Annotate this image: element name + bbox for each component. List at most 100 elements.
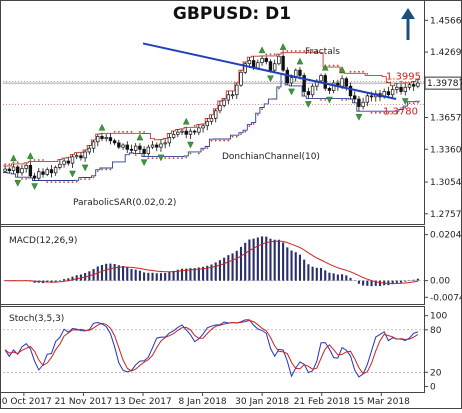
candle-body bbox=[79, 155, 83, 159]
sar-dot bbox=[96, 170, 99, 173]
main-series-group bbox=[3, 42, 424, 190]
sar-dot bbox=[240, 133, 242, 136]
candle-body bbox=[272, 63, 277, 71]
sar-dot bbox=[349, 70, 352, 73]
sar-dot bbox=[336, 64, 339, 67]
candle-body bbox=[155, 144, 159, 148]
candle-body bbox=[277, 55, 281, 65]
fractal-down-marker bbox=[305, 101, 312, 108]
candle-body bbox=[205, 121, 209, 127]
candle-body bbox=[112, 140, 117, 144]
macd-bar bbox=[67, 278, 70, 281]
sar-dot bbox=[328, 64, 331, 67]
macd-bar bbox=[126, 267, 129, 281]
sar-dot bbox=[412, 102, 415, 105]
up-arrow-icon bbox=[401, 8, 415, 40]
fractal-down-marker bbox=[81, 164, 89, 172]
candle-body bbox=[222, 99, 226, 106]
macd-bar bbox=[265, 236, 268, 281]
macd-bar bbox=[189, 268, 192, 281]
sar-dot bbox=[84, 178, 87, 181]
candle-body bbox=[281, 55, 285, 71]
macd-bar bbox=[286, 247, 289, 281]
fractal-up-marker bbox=[279, 43, 287, 50]
macd-y-tick-label: 0.02044 bbox=[430, 231, 462, 241]
macd-bar bbox=[387, 280, 390, 286]
macd-bar bbox=[180, 268, 184, 281]
sar-dot bbox=[374, 111, 377, 114]
candle-body bbox=[150, 144, 155, 148]
sar-dot bbox=[391, 111, 394, 114]
macd-bar bbox=[105, 263, 108, 281]
candle-body bbox=[100, 136, 104, 139]
sar-dot bbox=[63, 181, 65, 184]
macd-bar bbox=[328, 272, 331, 281]
macd-bar bbox=[168, 272, 171, 281]
sar-dot bbox=[244, 130, 247, 133]
sar-dot bbox=[151, 157, 154, 160]
sar-dot bbox=[181, 157, 183, 160]
sar-dot bbox=[277, 87, 280, 90]
candle-body bbox=[121, 144, 125, 148]
sar-dot bbox=[46, 181, 49, 184]
macd-signal-line bbox=[5, 240, 418, 285]
macd-bar bbox=[412, 279, 415, 281]
sar-dot bbox=[16, 161, 19, 164]
sar-dot bbox=[416, 101, 419, 104]
sar-dot bbox=[362, 70, 365, 73]
sar-dot bbox=[105, 168, 108, 171]
macd-bar bbox=[218, 260, 221, 281]
candle-body bbox=[28, 164, 33, 177]
sar-dot bbox=[219, 139, 221, 142]
macd-bar bbox=[134, 269, 137, 281]
candle-body bbox=[138, 145, 142, 150]
candle-body bbox=[302, 75, 306, 92]
stoch-title: Stoch(3,5,3) bbox=[9, 314, 64, 324]
candle-body bbox=[142, 148, 146, 154]
candle-body bbox=[319, 75, 323, 82]
candle-body bbox=[411, 84, 416, 87]
candle-body bbox=[201, 125, 205, 129]
candle-body bbox=[268, 61, 273, 71]
stoch-y-tick-label: 0 bbox=[430, 382, 436, 392]
candle-body bbox=[62, 160, 66, 165]
macd-bar bbox=[185, 268, 188, 281]
macd-bar bbox=[248, 239, 251, 281]
candle-body bbox=[58, 163, 62, 168]
fractal-down-marker bbox=[157, 154, 165, 162]
donchian-label: DonchianChannel(10) bbox=[222, 152, 320, 162]
macd-bar bbox=[172, 270, 175, 281]
candle-body bbox=[32, 175, 37, 179]
macd-bar bbox=[130, 269, 133, 281]
candle-body bbox=[104, 137, 108, 139]
candle-body bbox=[214, 110, 218, 119]
sar-dot bbox=[252, 123, 255, 125]
macd-bar bbox=[193, 268, 196, 281]
candle-body bbox=[361, 101, 365, 107]
macd-bar bbox=[294, 252, 297, 281]
sar-dot bbox=[134, 154, 137, 157]
fractal-down-marker bbox=[401, 98, 409, 105]
macd-bar bbox=[345, 275, 348, 281]
stoch-series-group bbox=[3, 319, 424, 378]
sar-dot bbox=[155, 157, 158, 160]
sar-dot bbox=[126, 130, 129, 133]
macd-bar bbox=[138, 270, 141, 281]
candle-body bbox=[298, 69, 302, 76]
candle-body bbox=[369, 95, 374, 98]
macd-bar bbox=[391, 280, 394, 285]
x-ticks-group: 30 Oct 2017 21 Nov 2017 13 Dec 2017 8 Jan 2… bbox=[0, 392, 410, 407]
sar-dot bbox=[92, 176, 95, 179]
candle-body bbox=[184, 130, 188, 135]
macd-y-tick-label: 0.00 bbox=[430, 277, 450, 287]
sar-dot bbox=[235, 135, 238, 138]
sar-dot bbox=[227, 139, 230, 142]
sar-dot bbox=[58, 181, 61, 184]
candle-body bbox=[7, 168, 12, 172]
candle-body bbox=[327, 87, 332, 91]
y-tick-label: 1.3360 bbox=[430, 145, 462, 155]
donchian-lower-line bbox=[3, 73, 420, 181]
macd-bar bbox=[176, 269, 179, 281]
fractal-down-marker bbox=[31, 183, 38, 190]
